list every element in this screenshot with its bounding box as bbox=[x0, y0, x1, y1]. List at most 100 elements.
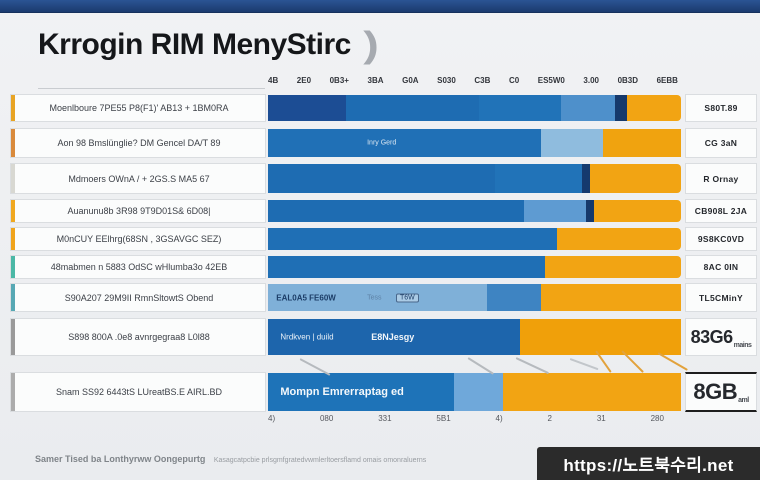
row-color-strip bbox=[11, 200, 15, 222]
stacked-bar: Nrdkven | duild E8NJesgy bbox=[268, 319, 681, 355]
row-color-strip bbox=[11, 164, 15, 193]
axis-tick: G0A bbox=[402, 76, 419, 85]
bar-segment bbox=[561, 95, 615, 121]
row-label-cell: S90A207 29M9II RmnSltowtS Obend bbox=[10, 283, 266, 312]
bar-segment bbox=[503, 373, 681, 411]
axis-tick: 4) bbox=[495, 414, 503, 423]
bar-inline-text: Nrdkven | duild bbox=[280, 332, 334, 342]
row-label-cell: Aon 98 Bmslünglie? DM Gencel DA/T 89 bbox=[10, 128, 266, 158]
bar-segment bbox=[268, 129, 541, 157]
bar-segment bbox=[540, 284, 681, 311]
bar-segment bbox=[268, 284, 487, 311]
bar-segment bbox=[627, 95, 681, 121]
value-text: TL5CMinY bbox=[699, 292, 743, 303]
axis-tick: 2E0 bbox=[296, 76, 312, 85]
axis-tick: 3BA bbox=[367, 76, 384, 85]
bar-segment bbox=[268, 200, 525, 222]
row-value: 8AC 0IN bbox=[685, 255, 757, 279]
value-subtext: mains bbox=[733, 342, 752, 349]
value-subtext: aml bbox=[738, 397, 749, 404]
axis-tick: C0 bbox=[508, 76, 520, 85]
watermark-link[interactable]: https://노트북수리.net bbox=[563, 456, 734, 475]
value-text: 8GB bbox=[693, 379, 738, 404]
row-label: 48mabmen n 5883 OdSC wHlumba3o 42EB bbox=[50, 262, 228, 272]
row-label-cell: Auanunu8b 3R98 9T9D01S& 6D08| bbox=[10, 199, 266, 223]
row-label: Snam SS92 6443tS LUreatBS.E AIRL.BD bbox=[55, 387, 223, 397]
value-text: R Ornay bbox=[703, 173, 739, 184]
row-value: 83G6 mains bbox=[685, 318, 757, 356]
bar-segment bbox=[602, 129, 681, 157]
bar-segment bbox=[614, 95, 628, 121]
bar-inline-text: EAL0A5 FE60W bbox=[276, 293, 336, 302]
bar-inline-text: Mompn Emrerraptag ed bbox=[280, 386, 404, 398]
bar-segment bbox=[268, 164, 496, 193]
row-value: CB908L 2JA bbox=[685, 199, 757, 223]
row-value: S80T.89 bbox=[685, 94, 757, 122]
row-value: R Ornay bbox=[685, 163, 757, 194]
row-label: M0nCUY EElhrg(68SN , 3GSAVGC SEZ) bbox=[56, 234, 222, 244]
row-label-cell: Moenlboure 7PE55 P8(F1)' AB13 + 1BM0RA bbox=[10, 94, 266, 122]
stacked-bar bbox=[268, 228, 681, 250]
bar-segment bbox=[495, 164, 582, 193]
row-label-cell: Snam SS92 6443tS LUreatBS.E AIRL.BD bbox=[10, 372, 266, 412]
stacked-bar bbox=[268, 200, 681, 222]
row-color-strip bbox=[11, 95, 15, 121]
bar-segment bbox=[268, 319, 520, 355]
stacked-bar bbox=[268, 256, 681, 278]
bar-segment bbox=[524, 200, 586, 222]
bar-segment bbox=[453, 373, 504, 411]
table-row: Mdmoers OWnA / + 2GS.S MA5 67 R Ornay bbox=[0, 163, 760, 194]
bar-inline-text: Tess bbox=[367, 294, 382, 301]
row-label: Auanunu8b 3R98 9T9D01S& 6D08| bbox=[67, 206, 211, 216]
table-row: Auanunu8b 3R98 9T9D01S& 6D08| CB908L 2JA bbox=[0, 199, 760, 223]
table-row: S90A207 29M9II RmnSltowtS Obend EAL0A5 F… bbox=[0, 283, 760, 312]
axis-tick: 0B3D bbox=[617, 76, 639, 85]
source-footnote: Samer Tised ba Lonthyrww Oongepurtg Kasa… bbox=[35, 449, 426, 467]
connector-line bbox=[569, 358, 599, 371]
bar-segment bbox=[594, 200, 681, 222]
axis-tick: 280 bbox=[650, 414, 664, 423]
watermark-badge: https://노트북수리.net bbox=[537, 447, 760, 480]
stacked-bar: Mompn Emrerraptag ed bbox=[268, 373, 681, 411]
bar-segment bbox=[544, 256, 681, 278]
axis-tick: S030 bbox=[437, 76, 456, 85]
title-divider bbox=[38, 88, 265, 89]
bar-segment bbox=[268, 228, 558, 250]
row-color-strip bbox=[11, 256, 15, 278]
value-text: 9S8KC0VD bbox=[697, 234, 745, 244]
axis-tick: 3.00 bbox=[583, 76, 599, 85]
bar-segment bbox=[540, 129, 603, 157]
row-value: 8GB aml bbox=[685, 372, 757, 412]
bottom-axis: 4) 080 331 5B1 4) 2 31 280 bbox=[268, 414, 664, 423]
stacked-bar bbox=[268, 95, 681, 121]
table-row: Moenlboure 7PE55 P8(F1)' AB13 + 1BM0RA S… bbox=[0, 94, 760, 122]
row-label: S898 800A .0e8 avnrgegraa8 L0l88 bbox=[68, 332, 210, 342]
page-title-wrap: Krrogin RIM MenyStirc ) bbox=[38, 24, 379, 66]
axis-tick: 0B3+ bbox=[329, 76, 349, 85]
table-row: S898 800A .0e8 avnrgegraa8 L0l88 Nrdkven… bbox=[0, 318, 760, 356]
row-label-cell: M0nCUY EElhrg(68SN , 3GSAVGC SEZ) bbox=[10, 227, 266, 251]
bar-inline-text: Inry Gerd bbox=[367, 139, 397, 147]
row-label: Mdmoers OWnA / + 2GS.S MA5 67 bbox=[68, 173, 210, 184]
value-text: 83G6 bbox=[690, 326, 734, 347]
top-navy-bar bbox=[0, 0, 760, 13]
stacked-bar bbox=[268, 164, 681, 193]
value-text: CB908L 2JA bbox=[694, 206, 748, 216]
crescent-icon: ) bbox=[363, 24, 379, 65]
bar-segment bbox=[519, 319, 681, 355]
row-label: S90A207 29M9II RmnSltowtS Obend bbox=[64, 292, 214, 303]
footnote-small: Kasagcatpcbie prlsgmfgratedvwmlerltoersf… bbox=[213, 457, 427, 464]
table-row: M0nCUY EElhrg(68SN , 3GSAVGC SEZ) 9S8KC0… bbox=[0, 227, 760, 251]
row-color-strip bbox=[11, 284, 15, 311]
row-color-strip bbox=[11, 319, 15, 355]
row-value: TL5CMinY bbox=[685, 283, 757, 312]
value-text: CG 3aN bbox=[704, 138, 738, 148]
bar-segment bbox=[268, 256, 545, 278]
axis-tick: 4) bbox=[268, 414, 276, 423]
bar-inline-text: T6W bbox=[396, 293, 419, 302]
row-label-cell: 48mabmen n 5883 OdSC wHlumba3o 42EB bbox=[10, 255, 266, 279]
axis-tick: ES5W0 bbox=[537, 76, 565, 85]
axis-tick: 2 bbox=[547, 414, 552, 423]
axis-tick: 6EBB bbox=[656, 76, 678, 85]
